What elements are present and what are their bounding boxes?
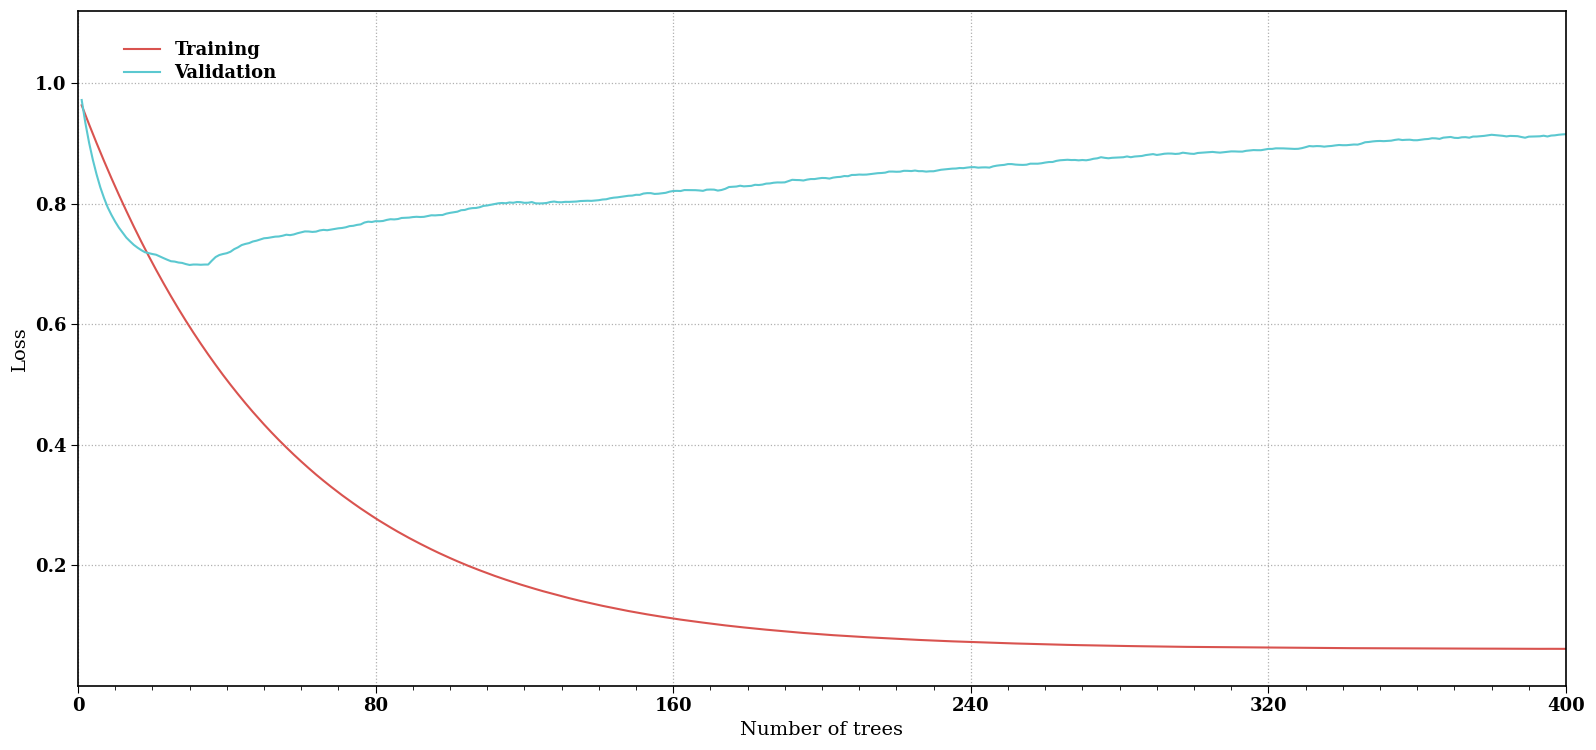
Validation: [1556, 130, 1575, 139]
Training: [72, 100, 91, 109]
Legend: Training, Validation: Training, Validation: [117, 34, 284, 89]
Training: [251, 416, 270, 424]
Line: Training: Training: [81, 105, 1566, 649]
Training: [1143, 642, 1162, 651]
Y-axis label: Loss: Loss: [11, 326, 29, 370]
Line: Validation: Validation: [81, 100, 1566, 265]
Validation: [1154, 149, 1173, 158]
Training: [1545, 644, 1564, 653]
Validation: [72, 95, 91, 104]
Validation: [560, 197, 579, 206]
Training: [1151, 642, 1170, 651]
Validation: [254, 234, 273, 243]
X-axis label: Number of trees: Number of trees: [741, 721, 903, 739]
Training: [555, 592, 575, 602]
Validation: [1148, 151, 1167, 160]
Training: [1556, 644, 1575, 653]
Training: [659, 614, 678, 622]
Training: [1005, 639, 1025, 648]
Validation: [664, 187, 683, 196]
Validation: [1010, 160, 1029, 170]
Validation: [180, 260, 200, 269]
